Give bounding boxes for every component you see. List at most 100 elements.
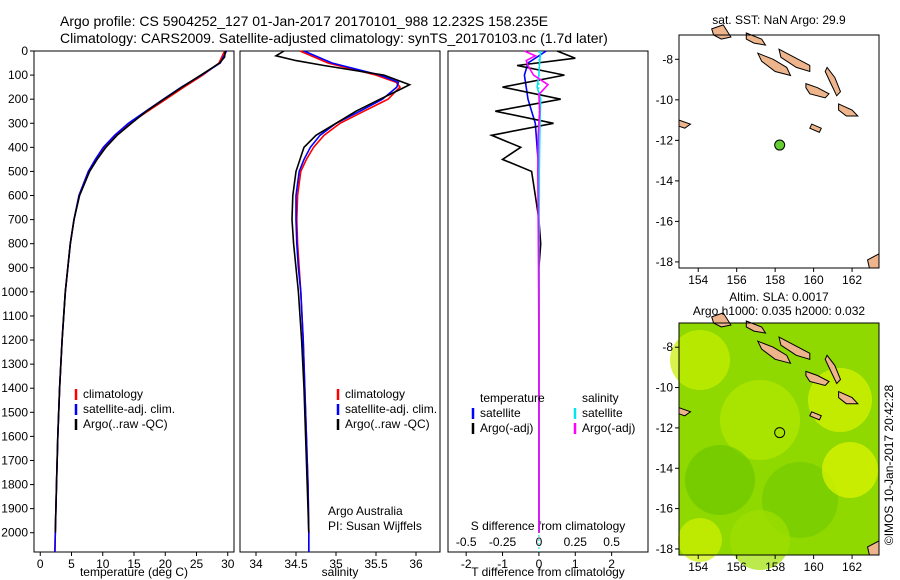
map-frame bbox=[678, 34, 880, 269]
y-tick-label: 1600 bbox=[1, 429, 28, 443]
map-y-tick-label: -12 bbox=[656, 421, 674, 435]
x-tick-label: 34.5 bbox=[284, 557, 308, 571]
y-tick-label: 400 bbox=[8, 140, 28, 154]
map-x-tick-label: 160 bbox=[804, 273, 824, 287]
x-tick-label: 20 bbox=[159, 557, 173, 571]
map-title: sat. SST: NaN Argo: 29.9 bbox=[712, 13, 846, 27]
figure-title-line2: Climatology: CARS2009. Satellite-adjuste… bbox=[60, 30, 608, 46]
x-axis-label: temperature (deg C) bbox=[80, 565, 188, 579]
y-tick-label: 200 bbox=[8, 92, 28, 106]
map-x-tick-label: 158 bbox=[765, 273, 785, 287]
x-tick-label: 0 bbox=[536, 557, 543, 571]
map-x-tick-label: 158 bbox=[765, 560, 785, 574]
map-title-line1: Altim. SLA: 0.0017 bbox=[729, 290, 829, 304]
panel-difference: -2 -1 0 1 2 -0.5 -0.25 0 0.25 0.5 S difference fro… bbox=[447, 50, 649, 579]
legend-group-title: temperature bbox=[480, 391, 545, 405]
map-y-tick-label: -12 bbox=[656, 133, 674, 147]
x-top-tick-label: -0.25 bbox=[489, 535, 517, 549]
y-tick-label: 1100 bbox=[2, 309, 28, 323]
argo-float-marker bbox=[774, 427, 786, 439]
y-tick-label: 1200 bbox=[1, 333, 28, 347]
y-tick-label: 600 bbox=[8, 189, 28, 203]
map-x-tick-label: 154 bbox=[688, 560, 708, 574]
x-tick-label: 15 bbox=[127, 557, 141, 571]
annotation-text: PI: Susan Wijffels bbox=[328, 519, 422, 533]
map-y-tick-label: -8 bbox=[662, 52, 673, 66]
map-title-line2: Argo h1000: 0.035 h2000: 0.032 bbox=[693, 304, 865, 318]
x-tick-label: -2 bbox=[461, 557, 472, 571]
x-tick-label: 35.5 bbox=[364, 557, 388, 571]
y-tick-label: 2000 bbox=[1, 526, 28, 540]
y-tick-label: 300 bbox=[8, 116, 28, 130]
series-line-satellite-adj-clim- bbox=[54, 50, 228, 553]
island-shape bbox=[778, 48, 811, 73]
x-tick-label: 35 bbox=[329, 557, 343, 571]
legend-label: satellite bbox=[582, 406, 623, 420]
credit-text: ©IMOS 10-Jan-2017 20:42:28 bbox=[882, 385, 896, 546]
series-line-climatology bbox=[54, 50, 226, 553]
series-line-salinity-argo-adj- bbox=[524, 50, 550, 533]
x-tick-label: 10 bbox=[96, 557, 110, 571]
legend-label: climatology bbox=[345, 387, 405, 401]
y-tick-label: 100 bbox=[8, 68, 28, 82]
map-x-tick-label: 156 bbox=[727, 560, 747, 574]
series-line-argo-raw-qc- bbox=[54, 50, 227, 533]
island-shape bbox=[711, 24, 732, 40]
map-frame bbox=[678, 322, 880, 556]
map-y-tick-label: -10 bbox=[656, 93, 674, 107]
legend-label: satellite-adj. clim. bbox=[345, 402, 437, 416]
island-shape bbox=[824, 66, 842, 97]
sst-map: 154 156 158 160 162 -8 -10 -12 -14 -16 -18 sat. SST… bbox=[656, 13, 880, 287]
legend-label: satellite bbox=[480, 406, 521, 420]
figure-title-line1: Argo profile: CS 5904252_127 01-Jan-2017… bbox=[60, 13, 549, 29]
y-tick-label: 1400 bbox=[1, 381, 28, 395]
island-shape bbox=[838, 390, 859, 405]
sla-anomaly-patch bbox=[670, 330, 730, 390]
legend-label: Argo(-adj) bbox=[480, 421, 533, 435]
map-y-tick-label: -16 bbox=[656, 502, 674, 516]
x-tick-label: 1 bbox=[572, 557, 579, 571]
legend-label: Argo(-adj) bbox=[582, 421, 635, 435]
y-tick-label: 1800 bbox=[1, 478, 28, 492]
map-background bbox=[679, 35, 879, 268]
x-tick-label: 25 bbox=[190, 557, 204, 571]
series-line-temperature-satellite bbox=[523, 50, 547, 533]
map-x-tick-label: 154 bbox=[688, 273, 708, 287]
sla-anomaly-patch bbox=[678, 518, 722, 562]
map-y-tick-label: -18 bbox=[656, 255, 674, 269]
sla-anomaly-patch bbox=[685, 445, 755, 515]
map-y-tick-label: -16 bbox=[656, 214, 674, 228]
map-x-tick-label: 160 bbox=[804, 560, 824, 574]
panel-salinity: 34 34.5 35 35.5 36 salinity climatologysatelli… bbox=[239, 50, 441, 579]
island-shape bbox=[809, 123, 822, 133]
x-tick-label: 36 bbox=[409, 557, 423, 571]
map-x-tick-label: 162 bbox=[842, 560, 862, 574]
annotation-text: Argo Australia bbox=[328, 504, 403, 518]
sla-anomaly-patch bbox=[822, 442, 878, 498]
legend-label: satellite-adj. clim. bbox=[83, 402, 175, 416]
island-shape bbox=[805, 370, 830, 387]
y-tick-label: 800 bbox=[8, 237, 28, 251]
y-tick-label: 900 bbox=[8, 261, 28, 275]
island-shape bbox=[805, 82, 830, 99]
island-shape bbox=[838, 103, 859, 117]
island-shape bbox=[745, 320, 767, 334]
y-tick-label: 1300 bbox=[1, 357, 28, 371]
x-axis-label: salinity bbox=[322, 565, 359, 579]
island-shape bbox=[756, 340, 792, 365]
panel-temperature: 0 5 10 15 20 25 30 temperature (deg C) 0 100 200 30… bbox=[1, 44, 234, 579]
x-tick-label: 34 bbox=[249, 557, 263, 571]
x-tick-label: -1 bbox=[497, 557, 508, 571]
y-tick-label: 700 bbox=[8, 213, 28, 227]
x-tick-label: 5 bbox=[68, 557, 75, 571]
legend-label: Argo(..raw -QC) bbox=[345, 417, 430, 431]
map-x-tick-label: 156 bbox=[727, 273, 747, 287]
sla-map: 154 156 158 160 162 -8 -10 -12 -14 -16 -18 Altim. S… bbox=[656, 290, 880, 574]
map-y-tick-label: -14 bbox=[656, 174, 674, 188]
island-shape bbox=[756, 52, 792, 77]
map-x-tick-label: 162 bbox=[842, 273, 862, 287]
y-tick-label: 1000 bbox=[1, 285, 28, 299]
map-y-tick-label: -8 bbox=[662, 340, 673, 354]
series-line-climatology bbox=[295, 50, 402, 552]
panel-frame bbox=[239, 50, 441, 553]
